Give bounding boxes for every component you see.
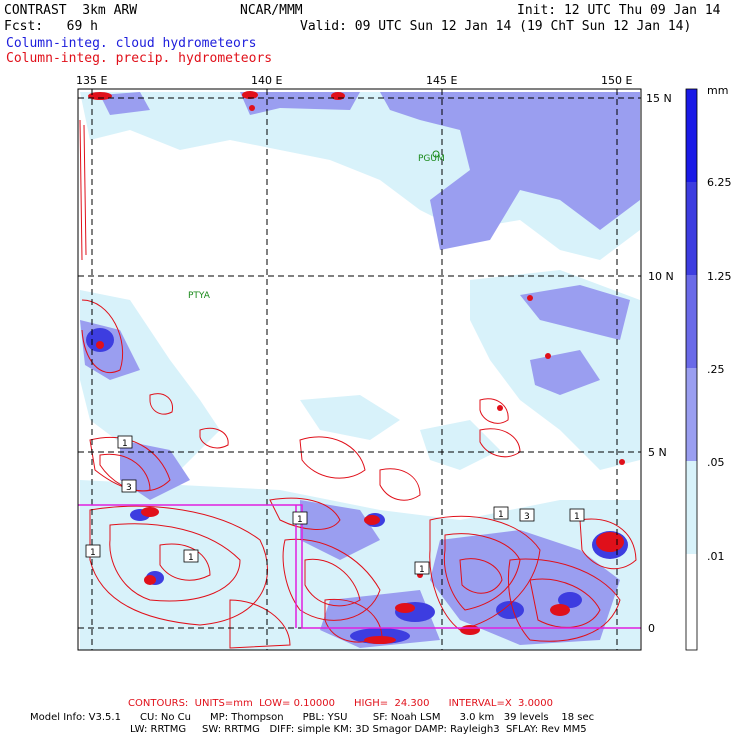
colorbar-label-6.25: 6.25: [707, 176, 732, 189]
field-cloud-label: Column-integ. cloud hydrometeors: [6, 36, 257, 51]
contour-label: 3: [126, 483, 132, 493]
colorbar-unit: mm: [707, 84, 728, 97]
model-info: Model Info: V3.5.1 CU: No Cu MP: Thompso…: [30, 712, 595, 723]
contour-label: 1: [297, 515, 303, 525]
contour-label: 1: [419, 565, 425, 575]
nested-domain-box: [78, 504, 641, 629]
lon-label-140: 140 E: [251, 74, 282, 87]
lat-label-5: 5 N: [648, 446, 667, 459]
contour-label: 1: [574, 512, 580, 522]
colorbar: [685, 88, 698, 651]
init-time: Init: 12 UTC Thu 09 Jan 14: [517, 3, 721, 18]
colorbar-label-.01: .01: [707, 550, 725, 563]
forecast-hour: Fcst: 69 h: [4, 19, 98, 34]
place-ptya: PTYA: [188, 291, 211, 301]
contour-label: 1: [122, 439, 128, 449]
contour-label: 1: [498, 510, 504, 520]
lon-label-135: 135 E: [76, 74, 107, 87]
place-pgum: PGUM: [418, 154, 445, 164]
lat-lon-grid: [78, 89, 641, 650]
lon-label-145: 145 E: [426, 74, 457, 87]
lat-label-15: 15 N: [646, 92, 672, 105]
valid-time: Valid: 09 UTC Sun 12 Jan 14 (19 ChT Sun …: [300, 19, 692, 34]
field-precip-label: Column-integ. precip. hydrometeors: [6, 51, 273, 66]
lon-label-150: 150 E: [601, 74, 632, 87]
contour-label: 3: [524, 512, 530, 522]
source-label: NCAR/MMM: [240, 3, 303, 18]
contour-label: 1: [188, 553, 194, 563]
plot-title: CONTRAST 3km ARW: [4, 3, 138, 18]
place-marker-pgum: [432, 150, 440, 158]
weather-map: 135 E 140 E 145 E 150 E 15 N 10 N 5 N 0 …: [76, 74, 732, 651]
colorbar-label-.05: .05: [707, 456, 725, 469]
colorbar-label-1.25: 1.25: [707, 270, 732, 283]
contour-label: 1: [90, 548, 96, 558]
colorbar-label-.25: .25: [707, 363, 725, 376]
contours-info: CONTOURS: UNITS=mm LOW= 0.10000 HIGH= 24…: [128, 698, 554, 709]
contour-labels: 1 3 1 1 1 3 1 1 1: [85, 435, 585, 575]
map-border: [77, 88, 642, 651]
lat-label-10: 10 N: [648, 270, 674, 283]
model-info-physics: LW: RRTMG SW: RRTMG DIFF: simple KM: 3D …: [130, 724, 587, 735]
lat-label-0: 0: [648, 622, 655, 635]
precip-spots: [88, 91, 625, 644]
precip-contours: [79, 119, 637, 649]
